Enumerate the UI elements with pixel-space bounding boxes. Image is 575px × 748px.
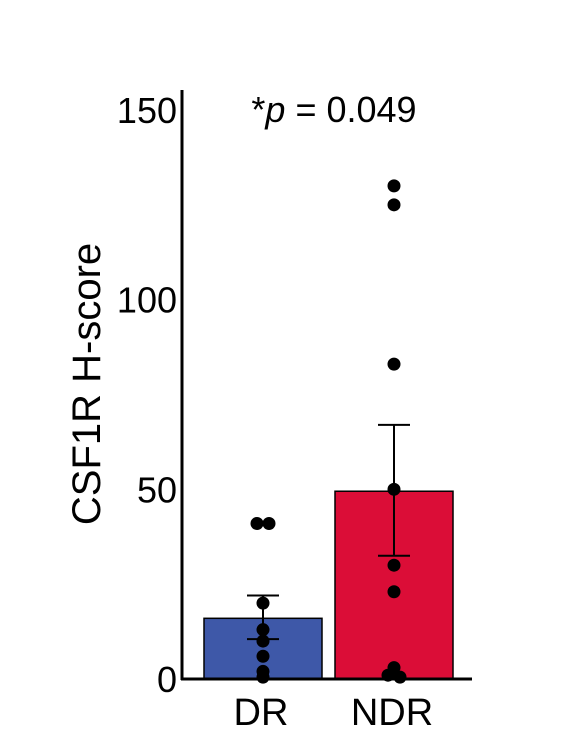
data-point xyxy=(387,179,401,193)
data-point xyxy=(387,482,401,496)
annotation-prefix: * xyxy=(251,89,265,130)
y-axis-label: CSF1R H-score xyxy=(65,243,109,525)
annotation-rest: = 0.049 xyxy=(285,89,416,130)
data-point xyxy=(256,670,270,684)
data-point xyxy=(393,670,407,684)
data-point xyxy=(250,516,264,530)
bars-group xyxy=(203,490,454,680)
x-category-label: NDR xyxy=(351,692,433,734)
y-tick-label: 150 xyxy=(117,90,177,131)
data-point xyxy=(256,596,270,610)
data-point xyxy=(262,516,276,530)
annotation-italic: p xyxy=(264,89,285,130)
y-tick-label: 100 xyxy=(117,280,177,321)
y-tick-label: 50 xyxy=(137,469,177,510)
data-point xyxy=(256,634,270,648)
x-category-labels: DR NDR xyxy=(234,692,434,734)
y-tick-label: 0 xyxy=(157,659,177,700)
y-tick-labels: 0 50 100 150 xyxy=(117,90,177,700)
data-point xyxy=(387,357,401,371)
x-category-label: DR xyxy=(234,692,289,734)
data-point xyxy=(387,558,401,572)
axes-group xyxy=(180,90,472,681)
data-point xyxy=(387,198,401,212)
data-point xyxy=(256,649,270,663)
data-point xyxy=(256,623,270,637)
data-point xyxy=(387,585,401,599)
p-value-annotation: *p = 0.049 xyxy=(251,89,416,130)
